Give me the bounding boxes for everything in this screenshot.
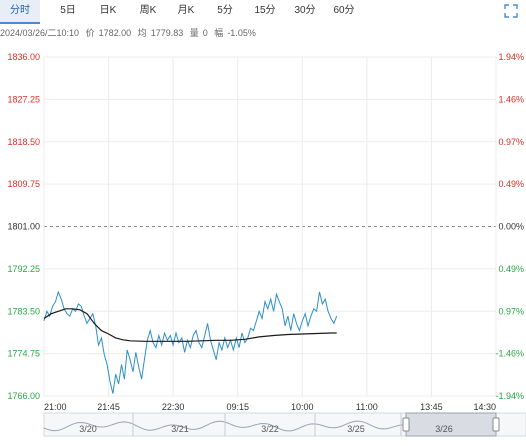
right-percent-axis: 1.94% 1.46% 0.97% 0.49% 0.00% 0.49% 0.97% -1.46… (495, 52, 524, 401)
tab-5-day[interactable]: 5日 (60, 5, 76, 16)
right-tick-label: -1.46% (495, 349, 524, 359)
avg-label: 均 (137, 28, 147, 38)
navigator-preview-line (43, 420, 445, 432)
left-tick-label: 1801.00 (7, 222, 40, 232)
left-price-axis: 1836.00 1827.25 1818.50 1809.75 1801.00 1792.… (7, 52, 40, 401)
volume-label: 量 (189, 28, 199, 38)
intraday-chart[interactable]: 1836.00 1827.25 1818.50 1809.75 1801.00 1792.… (0, 40, 526, 446)
right-tick-label: 1.46% (498, 94, 524, 104)
left-tick-label: 1818.50 (7, 137, 40, 147)
chart-series (43, 290, 338, 394)
volume-value: 0 (202, 28, 208, 38)
period-tab-bar: 分时 5日 日K 周K 月K 5分 15分 30分 60分 (0, 0, 526, 24)
navigator-date-label: 3/22 (261, 424, 279, 434)
time-tick-label: 14:30 (473, 402, 496, 412)
tab-5-min[interactable]: 5分 (217, 5, 233, 16)
tab-15-min[interactable]: 15分 (254, 5, 276, 16)
time-tick-label: 21:45 (97, 402, 120, 412)
left-tick-label: 1827.25 (7, 94, 40, 104)
time-axis: 21:00 21:45 22:30 09:15 10:00 11:00 13:45 14:30 (44, 402, 496, 412)
tab-intraday[interactable]: 分时 (0, 0, 40, 24)
navigator-date-label: 3/25 (347, 424, 365, 434)
tab-60-min[interactable]: 60分 (333, 5, 355, 16)
left-tick-label: 1766.00 (7, 391, 40, 401)
time-tick-label: 21:00 (44, 402, 67, 412)
right-tick-label: 0.00% (498, 222, 524, 232)
left-tick-label: 1774.75 (7, 349, 40, 359)
tab-weekly-k[interactable]: 周K (139, 5, 157, 16)
price-value: 1782.00 (98, 28, 132, 38)
range-navigator: 3/20 3/21 3/22 3/25 3/26 (43, 412, 526, 437)
right-tick-label: 0.97% (498, 306, 524, 316)
price-line (43, 290, 338, 394)
left-tick-label: 1783.50 (7, 306, 40, 316)
time-tick-label: 11:00 (356, 402, 378, 412)
quote-datetime: 2024/03/26/二10:10 (0, 28, 80, 38)
left-tick-label: 1809.75 (7, 179, 40, 189)
fullscreen-icon[interactable] (504, 4, 518, 18)
time-tick-label: 22:30 (162, 402, 185, 412)
right-tick-label: 0.49% (498, 264, 524, 274)
tab-monthly-k[interactable]: 月K (177, 5, 195, 16)
time-tick-label: 10:00 (291, 402, 314, 412)
navigator-date-label: 3/26 (435, 424, 453, 434)
right-tick-label: 1.94% (498, 52, 524, 62)
right-tick-label: 0.97% (498, 137, 524, 147)
navigator-date-label: 3/20 (79, 424, 97, 434)
navigator-left-handle[interactable] (402, 417, 410, 432)
navigator-date-label: 3/21 (171, 424, 189, 434)
avg-value: 1779.83 (150, 28, 184, 38)
time-tick-label: 13:45 (420, 402, 443, 412)
navigator-right-handle[interactable] (492, 417, 500, 432)
left-tick-label: 1836.00 (7, 52, 40, 62)
tab-30-min[interactable]: 30分 (294, 5, 316, 16)
time-tick-label: 09:15 (226, 402, 249, 412)
left-tick-label: 1792.25 (7, 264, 40, 274)
tab-daily-k[interactable]: 日K (99, 5, 117, 16)
change-label: 幅 (214, 28, 224, 38)
right-tick-label: 0.49% (498, 179, 524, 189)
change-value: -1.05% (227, 28, 256, 38)
right-tick-label: -1.94% (495, 391, 524, 401)
chart-grid (43, 56, 497, 397)
price-label: 价 (85, 28, 95, 38)
average-price-line (43, 308, 337, 342)
